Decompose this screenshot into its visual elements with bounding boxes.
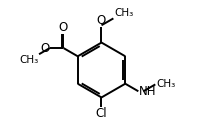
Text: O: O [59, 21, 68, 34]
Text: CH₃: CH₃ [19, 55, 38, 65]
Text: O: O [96, 14, 106, 27]
Text: NH: NH [138, 85, 156, 98]
Text: Cl: Cl [95, 108, 107, 120]
Text: CH₃: CH₃ [155, 79, 174, 89]
Text: O: O [40, 42, 49, 55]
Text: CH₃: CH₃ [114, 8, 133, 18]
